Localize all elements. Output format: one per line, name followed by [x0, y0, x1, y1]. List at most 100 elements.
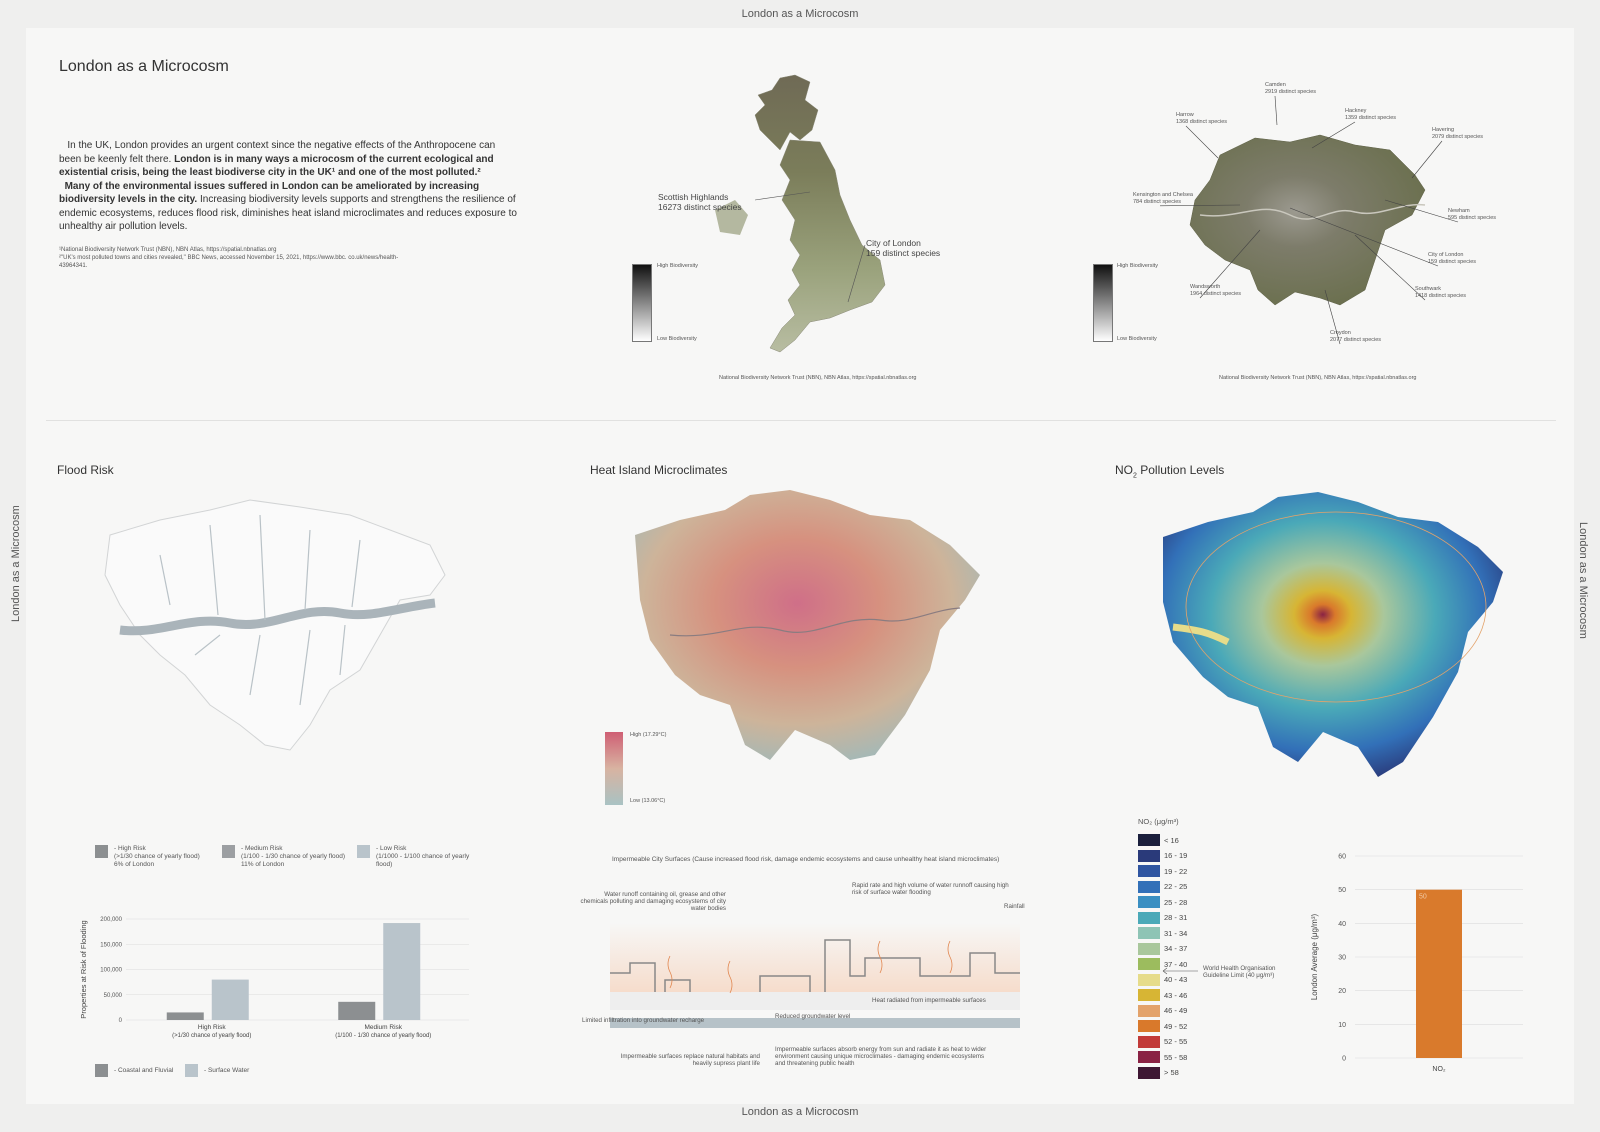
who-guideline-label: World Health Organisation Guideline Limi…	[1203, 965, 1276, 979]
x-tick-label: (>1/30 chance of yearly flood)	[172, 1033, 251, 1039]
borough-leader	[1289, 207, 1439, 267]
y-tick-label: 50	[1338, 887, 1346, 894]
borough-label: City of London 159 distinct species	[1428, 252, 1476, 266]
london-legend-low: Low Biodiversity	[1117, 336, 1157, 342]
diagram-absorb: Impermeable surfaces absorb energy from …	[775, 1046, 987, 1067]
great-britain-shape	[754, 74, 886, 353]
london-biodiversity-legend	[1093, 264, 1113, 342]
borough-name: Croydon	[1330, 330, 1351, 336]
y-axis-label: London Average (μg/m³)	[1310, 914, 1319, 1001]
borough-leader	[1384, 199, 1459, 223]
borough-leader	[1411, 140, 1443, 179]
flood-key: - Medium Risk (1/100 - 1/30 chance of yea…	[222, 845, 347, 869]
page-title: London as a Microcosm	[59, 58, 229, 75]
borough-species: 1368 distinct species	[1176, 119, 1228, 125]
borough-label: Harrow 1368 distinct species	[1176, 112, 1227, 126]
intro-paragraph: In the UK, London provides an urgent con…	[59, 139, 519, 234]
borough-species: 159 distinct species	[1428, 259, 1476, 265]
no2-legend-swatch	[1138, 896, 1160, 908]
thames-heat	[669, 607, 961, 637]
uk-label-city-of-london: City of London 159 distinct species	[866, 238, 941, 258]
no2-legend-row: 46 - 49	[1138, 1004, 1188, 1017]
flood-key-swatch	[222, 845, 235, 858]
flood-key-line: (1/100 - 1/30 chance of yearly flood)	[241, 853, 346, 860]
no2-pollution-map	[1163, 492, 1503, 777]
flood-series-swatch	[95, 1064, 108, 1077]
heathrow-hotspot	[1172, 623, 1230, 646]
borough-leader	[1274, 95, 1278, 126]
no2-legend-label: 43 - 46	[1164, 990, 1188, 1000]
frame-title-top: London as a Microcosm	[741, 8, 859, 20]
diagram-infiltration: Limited infiltration into groundwater re…	[582, 1017, 705, 1024]
data-label: 50	[1419, 894, 1427, 901]
heat-island-title: Heat Island Microclimates	[590, 463, 728, 477]
diagram-groundwater: Reduced groundwater level	[775, 1013, 851, 1020]
diagram-runoff: Water runoff containing oil, grease and …	[580, 891, 726, 912]
x-tick-label: NO₂	[1432, 1066, 1446, 1073]
no2-legend-row: 16 - 19	[1138, 849, 1187, 862]
borough-label: Camden 2919 distinct species	[1265, 82, 1316, 96]
borough-leader-lines	[1160, 95, 1459, 345]
y-tick-label: 40	[1338, 921, 1346, 928]
y-tick-label: 200,000	[100, 917, 122, 923]
flood-key-line: 11% of London	[241, 861, 285, 868]
no2-legend-label: 22 - 25	[1164, 882, 1188, 891]
no2-legend-title: NO₂ (μg/m³)	[1138, 817, 1179, 826]
borough-name: Wandsworth	[1190, 284, 1221, 290]
no2-legend-row: 31 - 34	[1138, 927, 1187, 939]
no2-legend-row: 49 - 52	[1138, 1020, 1187, 1032]
uk-legend-high: High Biodiversity	[657, 263, 698, 269]
y-axis-label: Properties at Risk of Flooding	[79, 920, 88, 1018]
borough-species: 2077 distinct species	[1330, 337, 1382, 343]
borough-leader	[1185, 125, 1219, 159]
no2-legend-swatch	[1138, 942, 1160, 955]
no2-bar-chart: 0 10 20 30 40 50 60 London Average (μg/m³) 50 NO₂	[1310, 854, 1523, 1073]
london-legend-high: High Biodiversity	[1117, 263, 1158, 269]
borough-label: Kensington and Chelsea 784 distinct speci…	[1133, 192, 1193, 206]
no2-legend-swatch	[1138, 834, 1160, 846]
flood-key: - Low Risk (1/1000 - 1/100 chance of year…	[357, 845, 482, 869]
no2-legend-row: < 16	[1138, 834, 1179, 846]
no2-legend-swatch	[1138, 911, 1160, 924]
no2-legend-row: 40 - 43	[1138, 973, 1187, 986]
london-outline-aerial	[1189, 134, 1426, 306]
no2-legend-label: 31 - 34	[1164, 928, 1188, 938]
y-tick-label: 20	[1338, 988, 1346, 995]
no2-legend-label: 34 - 37	[1164, 944, 1188, 953]
borough-label: Hackney 1359 distinct species	[1345, 108, 1396, 122]
flood-key-text: - Low Risk (1/1000 - 1/100 chance of year…	[376, 845, 482, 869]
uk-label-highlands: Scottish Highlands 16273 distinct species	[658, 192, 742, 212]
no2-legend-row: 52 - 55	[1138, 1035, 1187, 1048]
heat-legend-bar	[605, 732, 623, 805]
uk-biodiversity-legend	[632, 264, 652, 342]
heat-island-map	[635, 490, 980, 760]
diagram-rapid: Rapid rate and high volume of water runn…	[852, 882, 1009, 896]
no2-legend-swatch	[1138, 927, 1160, 939]
borough-species: 1418 distinct species	[1415, 293, 1467, 299]
y-tick-label: 0	[1342, 1056, 1346, 1063]
tributaries	[159, 514, 361, 706]
no2-legend-label: 28 - 31	[1164, 913, 1188, 922]
borough-label: Croydon 2077 distinct species	[1330, 330, 1381, 344]
no2-legend-swatch	[1138, 958, 1160, 970]
no2-legend-label: 46 - 49	[1164, 1006, 1188, 1015]
no2-legend-label: 25 - 28	[1164, 897, 1188, 907]
borough-species: 2919 distinct species	[1265, 89, 1317, 95]
diagram-heat-radiated: Heat radiated from impermeable surfaces	[872, 997, 986, 1004]
no2-legend-row: 43 - 46	[1138, 989, 1187, 1001]
intro-sentence-1: In the UK, London provides an urgent con…	[59, 140, 496, 165]
borough-name: Havering	[1432, 127, 1455, 133]
no2-legend-swatch	[1138, 1066, 1160, 1079]
thames-floodplain	[119, 598, 436, 636]
no2-title: NO2 Pollution Levels	[1115, 463, 1225, 480]
no2-legend-row: 55 - 58	[1138, 1051, 1187, 1063]
borough-label: Southwark 1418 distinct species	[1415, 286, 1466, 300]
flood-bar-chart: 0 50,000 100,000 150,000 200,000 Properties a…	[79, 917, 469, 1039]
borough-name: Southwark	[1415, 286, 1441, 292]
heat-waves	[667, 940, 953, 994]
london-heat-shape	[635, 490, 980, 760]
highlands-leader	[755, 191, 811, 201]
borough-name: Hackney	[1345, 108, 1367, 114]
flood-series-key: - Coastal and Fluvial	[95, 1064, 173, 1077]
intro-sentence-4: Increasing biodiversity levels supports …	[59, 194, 517, 232]
